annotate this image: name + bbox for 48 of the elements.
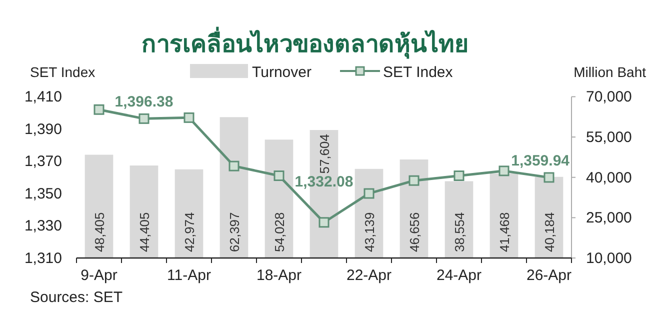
point [274, 170, 284, 181]
point [184, 112, 194, 123]
x-tick-label: 9-Apr [80, 267, 118, 284]
data-label: 1,359.94 [511, 152, 570, 170]
point [454, 170, 464, 181]
y-tick-label: 1,350 [24, 185, 62, 202]
point [138, 113, 150, 124]
data-label: 48,405 [92, 212, 107, 252]
y2-axis-title: Million Baht [574, 64, 646, 80]
y-tick-label: 1,310 [24, 250, 62, 267]
point [408, 175, 420, 186]
data-label: 40,184 [542, 212, 557, 252]
data-label: 46,656 [407, 212, 422, 252]
data-label: 62,397 [227, 212, 242, 252]
x-tick-label: 11-Apr [167, 267, 211, 284]
source-note: Sources: SET [30, 289, 123, 306]
data-label: 54,028 [272, 212, 287, 252]
y-tick-label: 1,370 [24, 153, 62, 170]
x-tick-label: 24-Apr [436, 267, 482, 284]
point [364, 188, 374, 199]
chart-title: การเคลื่อนไหวของตลาดหุ้นไทย [142, 26, 468, 60]
y2-tick-label: 25,000 [586, 210, 632, 227]
point [498, 166, 510, 176]
x-tick-label: 26-Apr [526, 267, 572, 284]
data-label: 43,139 [362, 212, 377, 252]
y2-tick-label: 10,000 [586, 250, 632, 267]
point [544, 172, 554, 183]
y-axis-title: SET Index [30, 64, 96, 80]
y-tick-label: 1,390 [24, 120, 62, 138]
point [94, 104, 104, 115]
data-label: 57,604 [317, 134, 332, 174]
x-tick-label: 22-Apr [346, 267, 392, 284]
y2-tick-label: 40,000 [586, 169, 632, 186]
legend-label: SET Index [383, 64, 454, 81]
point [228, 160, 240, 172]
x-tick-label: 18-Apr [256, 267, 302, 284]
data-label: 38,554 [452, 212, 467, 252]
point [318, 217, 330, 228]
data-label: 41,468 [497, 212, 512, 252]
data-label: 42,974 [182, 212, 197, 252]
y2-tick-label: 55,000 [586, 129, 632, 146]
data-label: 1,396.38 [114, 94, 174, 111]
y-tick-label: 1,410 [24, 88, 62, 106]
data-label: 44,405 [137, 212, 152, 252]
y2-tick-label: 70,000 [586, 88, 632, 106]
y-tick-label: 1,330 [24, 218, 62, 235]
data-label: 1,332.08 [294, 173, 354, 190]
legend-label: Turnover [252, 64, 312, 81]
